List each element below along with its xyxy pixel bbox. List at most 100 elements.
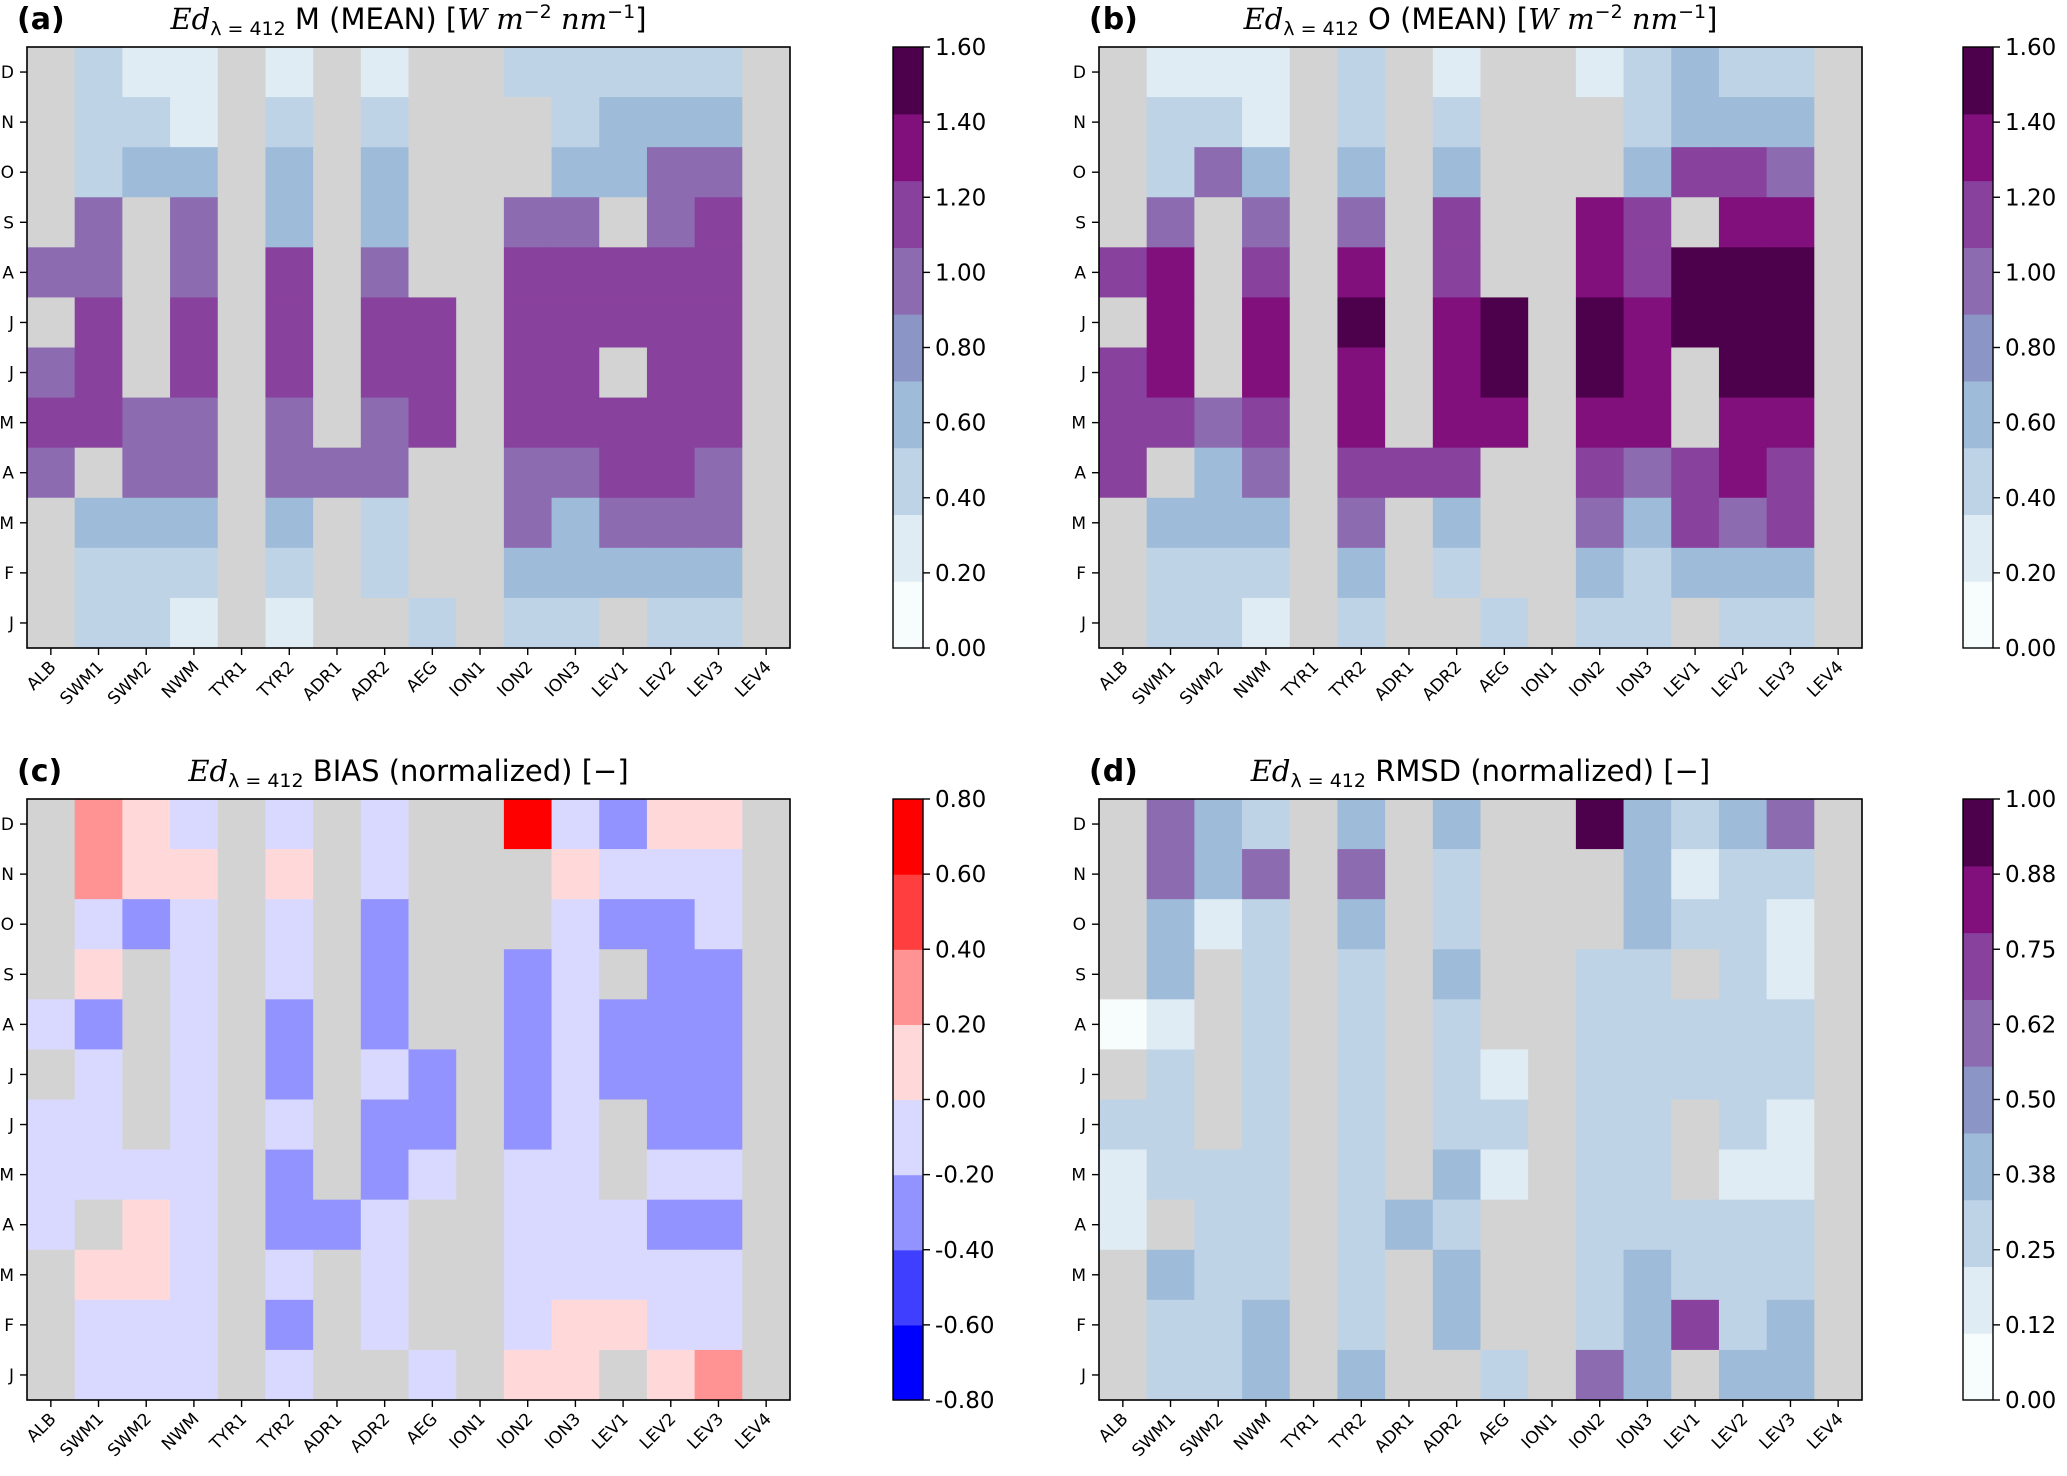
y-tick-label: F bbox=[4, 1316, 14, 1336]
heatmap-cell-o-nwm bbox=[170, 147, 219, 198]
y-tick-label: O bbox=[1073, 915, 1086, 935]
title-superscript: −1 bbox=[607, 1, 635, 23]
heatmap-cell-a-tyr1 bbox=[217, 1199, 267, 1251]
heatmap-cell-o-adr2 bbox=[1432, 147, 1482, 198]
title-text: O (MEAN) [ bbox=[1359, 2, 1528, 36]
heatmap-cell-m-lev4 bbox=[742, 397, 791, 449]
heatmap-cell-m-ion1 bbox=[1528, 497, 1577, 549]
heatmap-cell-j-lev3 bbox=[694, 597, 743, 649]
heatmap-cell-o-tyr1 bbox=[217, 899, 267, 950]
heatmap-cell-j-adr2 bbox=[360, 297, 410, 349]
heatmap-cell-s-alb bbox=[27, 197, 76, 248]
heatmap-cell-j-lev1 bbox=[1671, 597, 1720, 649]
heatmap-cell-a-swm2 bbox=[122, 447, 171, 499]
heatmap-cell-n-ion2 bbox=[1575, 97, 1625, 148]
heatmap-cell-a-tyr2 bbox=[265, 247, 314, 299]
heatmap-cell-a-swm1 bbox=[74, 999, 123, 1051]
heatmap-cell-m-lev1 bbox=[599, 497, 648, 549]
y-tick-label: A bbox=[1074, 464, 1086, 484]
heatmap-cell-n-lev3 bbox=[1766, 849, 1815, 900]
heatmap-cell-d-aeg bbox=[408, 47, 457, 98]
heatmap-cell-j-lev4 bbox=[1814, 597, 1863, 649]
heatmap-cell-n-swm1 bbox=[74, 849, 123, 900]
heatmap-cell-s-lev2 bbox=[1718, 949, 1768, 1000]
heatmap-cell-o-ion1 bbox=[1528, 147, 1577, 198]
heatmap-cell-d-lev3 bbox=[1766, 799, 1815, 850]
heatmap-cell-a-lev1 bbox=[599, 999, 648, 1051]
colorbar-segment bbox=[893, 1099, 923, 1176]
heatmap-cell-o-tyr2 bbox=[265, 147, 314, 198]
heatmap-cell-s-ion3 bbox=[551, 949, 600, 1000]
heatmap-cell-a-adr2 bbox=[1432, 447, 1482, 499]
heatmap-cell-j-ion1 bbox=[456, 1049, 505, 1101]
heatmap-cell-o-ion3 bbox=[1623, 147, 1672, 198]
heatmap-cell-n-adr2 bbox=[360, 97, 410, 148]
heatmap-cell-o-aeg bbox=[1480, 899, 1529, 950]
heatmap-cell-d-nwm bbox=[170, 47, 219, 98]
heatmap-cell-a-nwm bbox=[1242, 1199, 1291, 1251]
heatmap-cell-j-ion1 bbox=[456, 597, 505, 649]
heatmap-cell-m-tyr2 bbox=[265, 1149, 314, 1201]
y-tick-label: J bbox=[8, 313, 14, 333]
heatmap-cell-m-ion2 bbox=[503, 1149, 553, 1201]
y-tick-label: F bbox=[1076, 1316, 1086, 1336]
heatmap-cell-m-alb bbox=[1099, 1149, 1148, 1201]
heatmap-cell-a-ion2 bbox=[1575, 247, 1625, 299]
heatmap-cell-m-swm1 bbox=[74, 497, 123, 549]
heatmap-cell-a-ion2 bbox=[1575, 1199, 1625, 1251]
x-tick-label: NWM bbox=[1230, 657, 1275, 702]
heatmap-cell-n-lev2 bbox=[646, 97, 696, 148]
heatmap-cell-a-tyr1 bbox=[217, 447, 267, 499]
heatmap-cell-f-adr2 bbox=[1432, 547, 1482, 599]
x-tick-label: TYR1 bbox=[1278, 657, 1324, 703]
heatmap-cells bbox=[1099, 799, 1863, 1401]
heatmap-cell-d-tyr2 bbox=[1337, 47, 1386, 98]
heatmap-cell-m-adr2 bbox=[1432, 397, 1482, 449]
heatmap-cell-f-ion2 bbox=[503, 547, 553, 599]
heatmap-cell-j-alb bbox=[1099, 297, 1148, 349]
heatmap-cell-f-tyr2 bbox=[265, 547, 314, 599]
heatmap-cell-f-lev2 bbox=[646, 1299, 696, 1351]
colorbar-segment bbox=[1963, 314, 1993, 382]
heatmap-cell-d-ion3 bbox=[551, 47, 600, 98]
heatmap-cell-j-lev3 bbox=[1766, 1349, 1815, 1401]
heatmap-cell-j-ion3 bbox=[551, 1099, 600, 1151]
heatmap-cell-j-alb bbox=[1099, 347, 1148, 399]
heatmap-cell-a-ion3 bbox=[551, 999, 600, 1051]
heatmap-cell-a-ion1 bbox=[1528, 447, 1577, 499]
heatmap-cell-f-swm2 bbox=[1194, 547, 1243, 599]
heatmap-cell-d-tyr1 bbox=[217, 47, 267, 98]
heatmap-cell-n-nwm bbox=[170, 97, 219, 148]
heatmap-cell-f-lev1 bbox=[1671, 1299, 1720, 1351]
heatmap-cell-m-alb bbox=[27, 1149, 76, 1201]
x-tick-label: LEV2 bbox=[636, 1409, 680, 1453]
heatmap-cell-f-tyr2 bbox=[1337, 1299, 1386, 1351]
heatmap-cell-n-tyr2 bbox=[1337, 97, 1386, 148]
x-tick-label: LEV1 bbox=[1660, 657, 1704, 701]
heatmap-cell-s-tyr2 bbox=[265, 949, 314, 1000]
y-tick-label: N bbox=[1, 865, 14, 885]
heatmap-cell-m-lev4 bbox=[1814, 397, 1863, 449]
heatmap-cell-f-aeg bbox=[1480, 1299, 1529, 1351]
heatmap-cell-f-tyr2 bbox=[265, 1299, 314, 1351]
colorbar-tick-label: 0.75 bbox=[2005, 937, 2056, 963]
heatmap-cell-j-lev4 bbox=[1814, 1049, 1863, 1101]
heatmap-cell-j-adr2 bbox=[1432, 597, 1482, 649]
heatmap-cell-m-adr2 bbox=[360, 497, 410, 549]
heatmap-cell-n-swm2 bbox=[1194, 97, 1243, 148]
heatmap-cell-o-lev1 bbox=[599, 899, 648, 950]
heatmap-cell-a-alb bbox=[27, 247, 76, 299]
title-text: RMSD (normalized) [−] bbox=[1366, 754, 1710, 788]
heatmap-cell-d-lev3 bbox=[1766, 47, 1815, 98]
heatmap-cell-n-ion1 bbox=[1528, 849, 1577, 900]
heatmap-cell-o-lev3 bbox=[694, 147, 743, 198]
heatmap-cell-a-aeg bbox=[1480, 1199, 1529, 1251]
x-tick-label: SWM1 bbox=[56, 657, 108, 709]
heatmap-cell-a-lev4 bbox=[742, 447, 791, 499]
y-tick-label: M bbox=[1071, 1166, 1086, 1186]
y-tick-label: M bbox=[0, 514, 14, 534]
heatmap-cell-a-lev2 bbox=[1718, 447, 1768, 499]
heatmap-cell-d-swm1 bbox=[1146, 799, 1195, 850]
colorbar-tick-label: 0.38 bbox=[2005, 1163, 2056, 1189]
heatmap-cell-a-lev2 bbox=[646, 247, 696, 299]
